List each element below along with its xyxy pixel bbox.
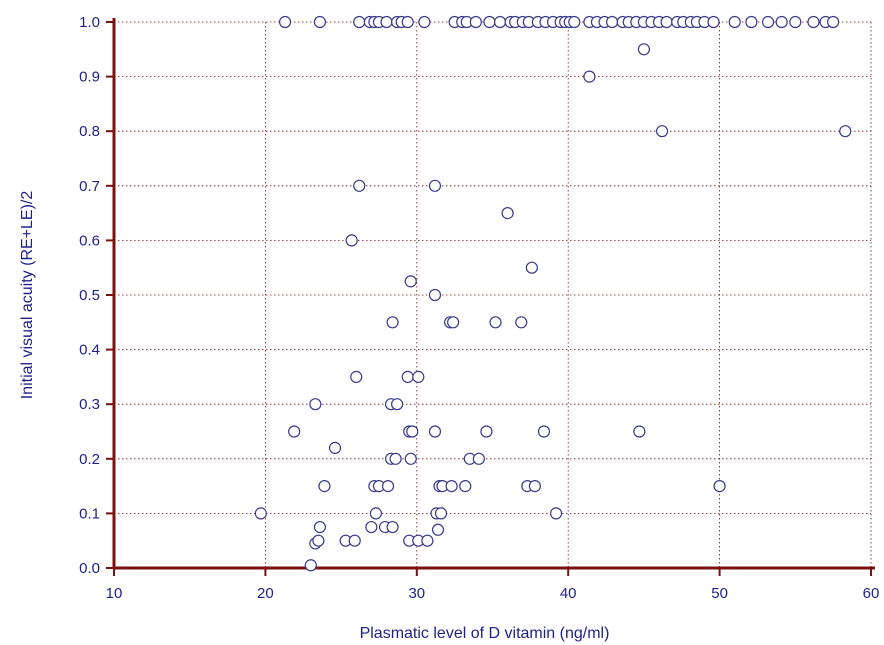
data-point <box>421 534 434 547</box>
x-tick-label: 20 <box>257 585 274 602</box>
y-tick-label: 0.0 <box>79 560 100 577</box>
data-point <box>775 15 788 29</box>
data-point <box>537 425 551 438</box>
data-point <box>312 534 325 547</box>
data-point <box>583 70 596 83</box>
y-tick-label: 0.1 <box>79 505 100 522</box>
data-point <box>278 15 292 29</box>
x-tick-label: 30 <box>408 585 425 602</box>
data-point <box>381 480 395 493</box>
axes <box>112 18 875 570</box>
tick-labels: 10 20 30 40 50 60 0.0 0.1 0.2 0.3 0.4 0.5 0.6 0.7 0.8 0… <box>79 14 879 602</box>
y-tick-label: 0.4 <box>79 342 100 359</box>
data-point <box>807 15 820 29</box>
data-point <box>633 425 646 438</box>
x-tick-label: 40 <box>560 585 577 602</box>
data-point <box>309 398 322 411</box>
tick-marks <box>106 21 872 576</box>
data-point <box>493 15 507 29</box>
data-point <box>369 507 383 520</box>
y-tick-label: 0.2 <box>79 451 100 468</box>
data-point <box>412 370 425 383</box>
data-point <box>469 15 482 29</box>
data-point <box>515 316 528 329</box>
data-point <box>348 534 361 547</box>
data-point <box>345 234 358 247</box>
data-point <box>304 559 317 572</box>
data-point <box>404 275 417 288</box>
data-point <box>434 507 448 520</box>
data-point <box>353 179 366 192</box>
data-point <box>745 15 758 29</box>
x-tick-label: 60 <box>863 585 880 602</box>
y-tick-label: 0.8 <box>79 123 100 140</box>
data-point <box>428 288 442 302</box>
data-point <box>501 207 514 220</box>
data-point <box>365 520 378 534</box>
data-point <box>389 452 402 465</box>
data-point <box>445 480 458 493</box>
data-point <box>606 15 619 29</box>
data-point <box>525 261 538 274</box>
data-point <box>350 370 363 383</box>
data-point <box>660 15 673 29</box>
data-point <box>728 15 741 29</box>
data-point <box>391 398 404 411</box>
data-point <box>401 370 414 383</box>
data-point <box>827 15 840 29</box>
data-point <box>480 425 493 438</box>
data-point <box>637 43 651 56</box>
y-tick-label: 0.7 <box>79 178 100 195</box>
data-point <box>528 480 541 493</box>
data-point <box>313 520 327 534</box>
data-point <box>380 15 393 29</box>
data-point <box>254 507 267 520</box>
data-point <box>459 480 472 493</box>
data-point <box>839 125 852 138</box>
y-tick-label: 0.6 <box>79 232 100 249</box>
data-point <box>428 425 442 438</box>
data-point <box>707 15 720 29</box>
data-point <box>404 452 417 465</box>
data-point <box>655 125 669 138</box>
data-point <box>549 507 563 520</box>
data-point <box>328 441 342 454</box>
x-tick-label: 10 <box>106 585 123 602</box>
data-point <box>406 425 419 438</box>
y-tick-label: 0.5 <box>79 287 100 304</box>
data-point <box>472 452 485 465</box>
y-tick-label: 1.0 <box>79 14 100 31</box>
data-point <box>447 316 460 329</box>
data-point <box>386 316 399 329</box>
y-tick-label: 0.9 <box>79 69 100 86</box>
y-tick-label: 0.3 <box>79 396 100 413</box>
data-point <box>288 425 301 438</box>
data-point <box>313 15 327 29</box>
data-point <box>428 179 442 192</box>
data-point <box>353 15 366 29</box>
data-points <box>254 15 852 572</box>
data-point <box>761 15 775 29</box>
data-point <box>431 523 445 536</box>
data-point <box>401 15 414 29</box>
grid <box>114 21 872 568</box>
y-axis-title: Initial visual acuity (RE+LE)/2 <box>19 191 36 400</box>
data-point <box>318 480 331 493</box>
data-point <box>418 15 431 29</box>
x-axis-title: Plasmatic level of D vitamin (ng/ml) <box>360 625 610 642</box>
data-point <box>568 15 581 29</box>
x-tick-label: 50 <box>711 585 728 602</box>
data-point <box>489 316 502 329</box>
data-point <box>789 15 802 29</box>
data-point <box>713 480 726 493</box>
data-point <box>386 520 399 534</box>
data-point <box>483 15 496 29</box>
